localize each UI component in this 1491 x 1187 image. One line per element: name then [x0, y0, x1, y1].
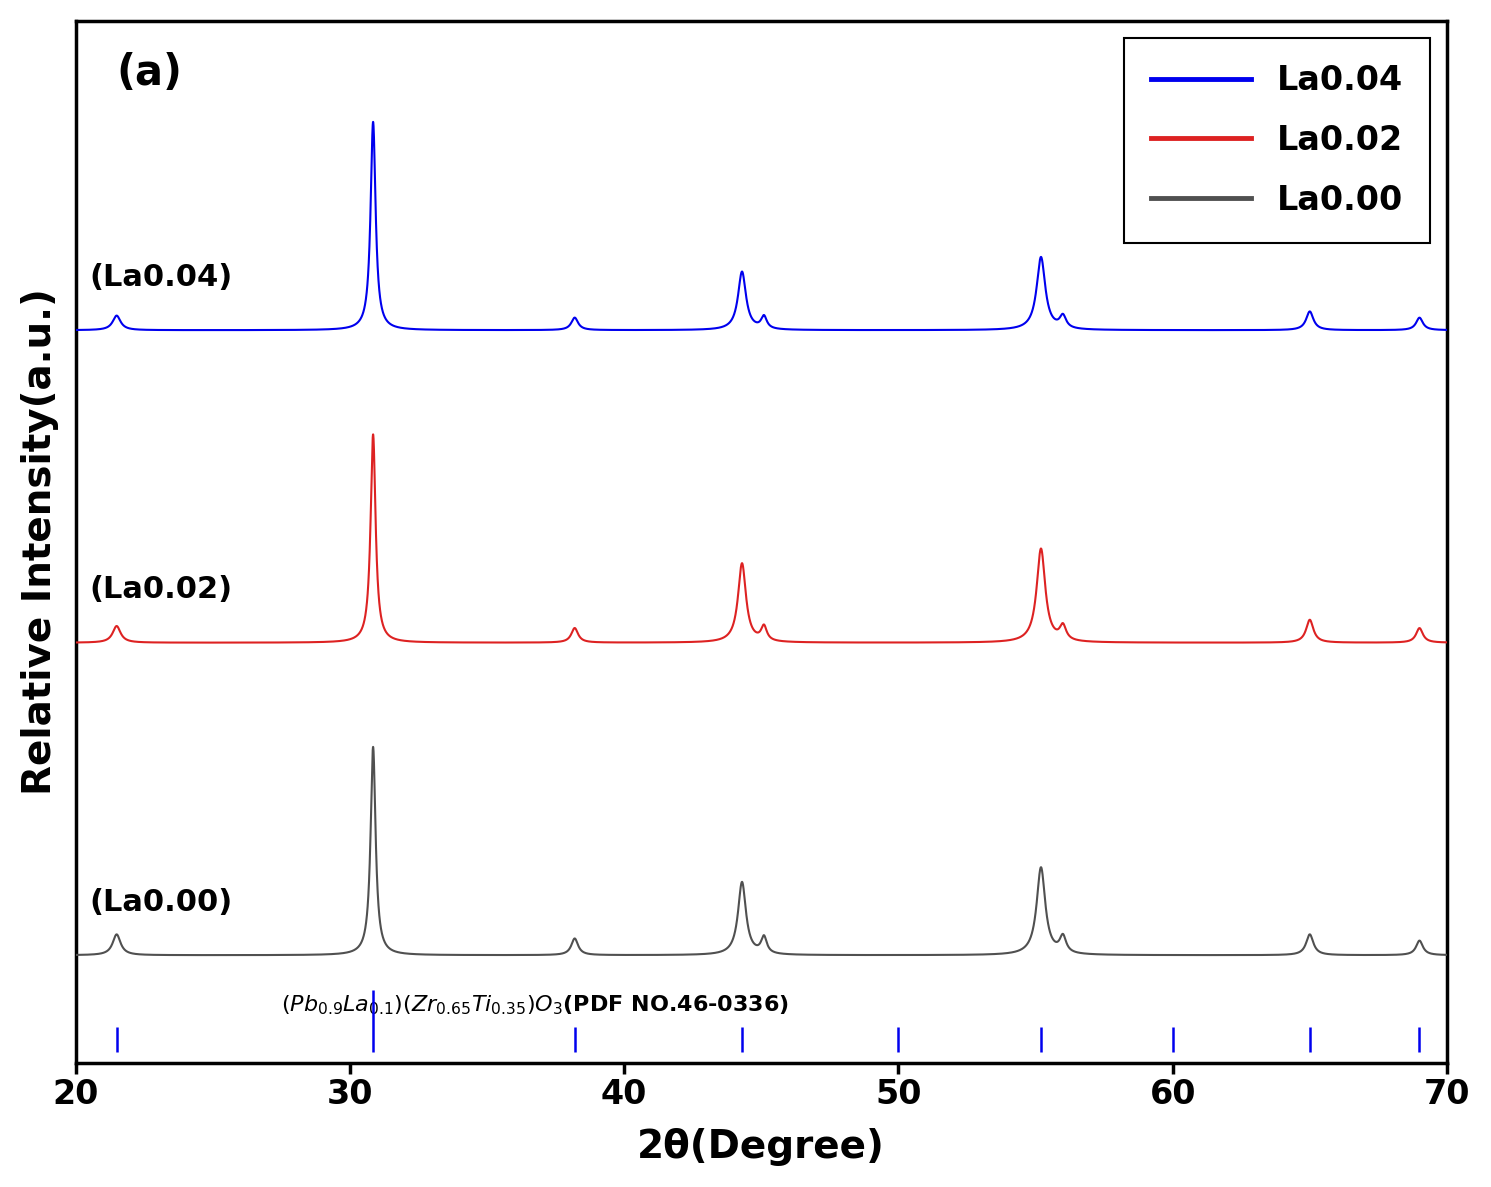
Text: $(Pb_{0.9}La_{0.1})(Zr_{0.65}Ti_{0.35})O_3$(PDF NO.46-0336): $(Pb_{0.9}La_{0.1})(Zr_{0.65}Ti_{0.35})O… [282, 994, 789, 1017]
La0.00 [67, 947, 85, 961]
La0.00 [737, 906, 754, 920]
La0.04 [364, 115, 382, 129]
Line: La0.02: La0.02 [76, 434, 1446, 642]
Line: La0.00: La0.00 [76, 747, 1446, 956]
Line: La0.04: La0.04 [76, 122, 1446, 330]
La0.04 [73, 323, 91, 337]
Y-axis label: Relative Intensity(a.u.): Relative Intensity(a.u.) [21, 288, 58, 795]
La0.00 [335, 946, 353, 960]
La0.00 [124, 946, 142, 960]
La0.02 [364, 427, 382, 442]
La0.00 [1366, 948, 1384, 963]
La0.02 [73, 635, 91, 649]
La0.02 [67, 635, 85, 649]
La0.02 [124, 634, 142, 648]
Text: (La0.00): (La0.00) [89, 888, 233, 916]
La0.04 [67, 323, 85, 337]
Legend: La0.04, La0.02, La0.00: La0.04, La0.02, La0.00 [1124, 38, 1430, 243]
La0.02 [335, 634, 353, 648]
La0.02 [149, 635, 167, 649]
Text: (La0.04): (La0.04) [89, 262, 233, 292]
La0.04 [737, 290, 754, 304]
La0.02 [1366, 635, 1384, 649]
La0.04 [335, 320, 353, 335]
La0.02 [1437, 635, 1455, 649]
La0.04 [1437, 323, 1455, 337]
X-axis label: 2θ(Degree): 2θ(Degree) [637, 1128, 886, 1166]
Text: (La0.02): (La0.02) [89, 576, 233, 604]
La0.04 [198, 323, 216, 337]
La0.00 [206, 948, 224, 963]
La0.04 [149, 323, 167, 337]
La0.00 [364, 740, 382, 754]
La0.02 [201, 635, 219, 649]
La0.00 [73, 947, 91, 961]
La0.04 [124, 322, 142, 336]
La0.00 [1437, 947, 1455, 961]
La0.00 [149, 947, 167, 961]
La0.02 [737, 590, 754, 604]
Text: (a): (a) [116, 52, 182, 94]
La0.04 [1366, 323, 1384, 337]
